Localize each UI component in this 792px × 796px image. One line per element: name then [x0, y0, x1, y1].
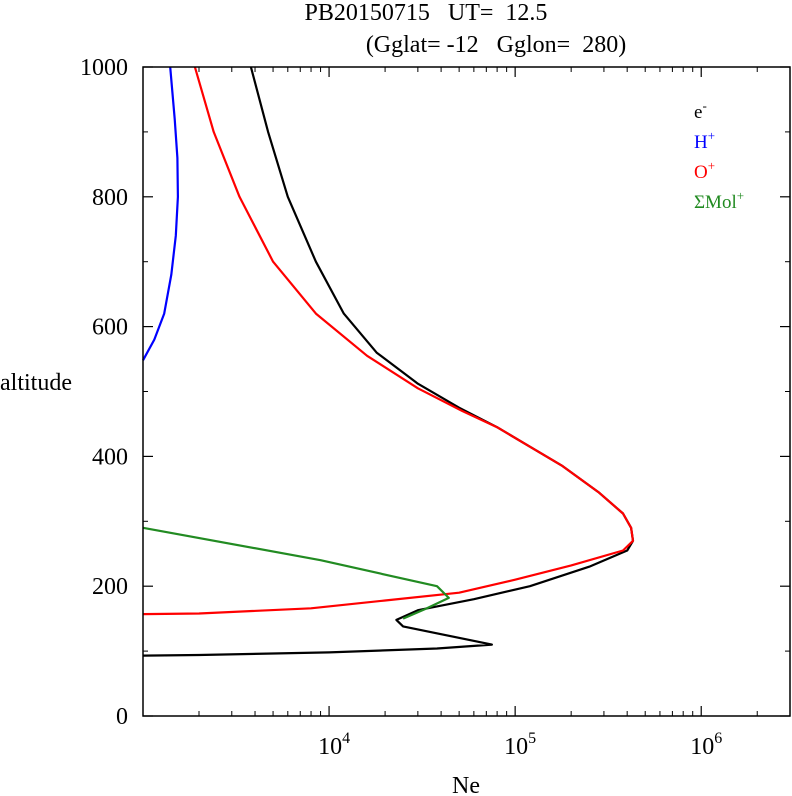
series-line-2: [142, 66, 635, 616]
axis-layer: 0 200 400 600 800 1000 104 105 106: [80, 55, 790, 760]
y-tick-label-5: 1000: [80, 55, 128, 81]
y-tick-label-4: 800: [92, 185, 128, 211]
x-tick-label-1: 105: [504, 730, 536, 760]
legend-entry-1: H+: [694, 128, 715, 153]
x-tick-label-2: 106: [690, 730, 722, 760]
legend-entry-2: O+: [694, 158, 715, 183]
y-tick-label-1: 200: [92, 574, 128, 600]
x-tick-label-0: 104: [318, 730, 350, 760]
legend-entry-0: e-: [694, 98, 707, 123]
legend-entry-3: ΣMol+: [694, 188, 744, 213]
y-tick-label-2: 400: [92, 444, 128, 470]
y-axis-label: altitude: [0, 370, 72, 396]
chart-title-line1: PB20150715 UT= 12.5: [305, 0, 548, 26]
series-layer: [142, 66, 635, 657]
legend: e- H+ O+ ΣMol+: [694, 98, 744, 213]
y-tick-label-3: 600: [92, 315, 128, 341]
chart-title-line2: (Gglat= -12 Gglon= 280): [366, 32, 626, 58]
y-tick-label-0: 0: [116, 704, 128, 730]
plot-frame: [142, 66, 791, 717]
series-line-3: [142, 526, 450, 620]
series-line-1: [142, 66, 179, 361]
x-axis-label: Ne: [452, 773, 480, 796]
